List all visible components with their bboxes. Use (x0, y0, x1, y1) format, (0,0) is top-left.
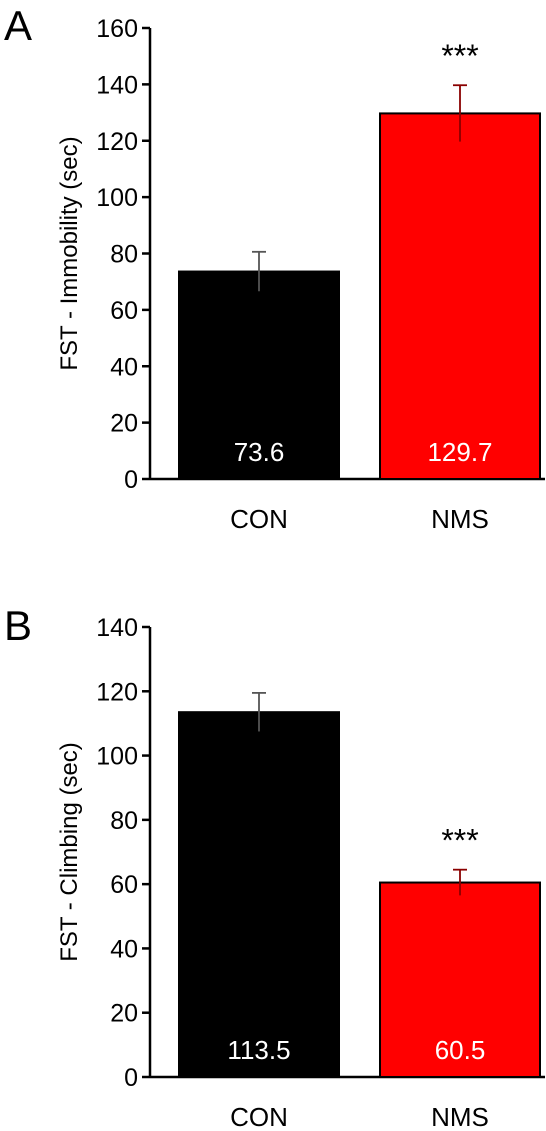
bar-value-label: 73.6 (234, 437, 285, 467)
y-tick-label: 100 (96, 184, 138, 212)
x-category-label: CON (230, 1102, 288, 1131)
panel-label: A (4, 2, 32, 49)
chart-panel-A: A 0 20 40 60 80 100 120 140 160 FST - Immobility (… (4, 2, 545, 534)
chart-panel-B: B 0 20 40 60 80 100 120 140 FST - Climbing (sec) 1… (4, 602, 545, 1131)
y-tick-label: 40 (110, 353, 138, 381)
y-tick-label: 80 (110, 241, 138, 269)
y-tick-label: 120 (96, 128, 138, 156)
bar-NMS (379, 112, 541, 481)
significance-marker: *** (441, 38, 478, 74)
bar-CON (178, 270, 340, 481)
y-tick-label: 20 (110, 1000, 138, 1028)
y-tick-label: 140 (96, 71, 138, 99)
bar-CON (178, 711, 340, 1079)
bar-value-label: 60.5 (435, 1035, 486, 1065)
y-axis-title: FST - Immobility (sec) (56, 136, 83, 370)
y-tick-label: 160 (96, 15, 138, 43)
y-tick-label: 40 (110, 935, 138, 963)
bar-value-label: 113.5 (227, 1035, 290, 1065)
y-tick-label: 20 (110, 410, 138, 438)
y-tick-label: 140 (96, 614, 138, 642)
x-category-label: NMS (431, 504, 489, 534)
y-tick-label: 0 (124, 466, 138, 494)
x-category-label: CON (230, 504, 288, 534)
x-category-label: NMS (431, 1102, 489, 1131)
y-tick-label: 80 (110, 807, 138, 835)
significance-marker: *** (441, 823, 478, 859)
y-tick-label: 60 (110, 871, 138, 899)
bar-NMS (379, 881, 541, 1078)
y-axis-title: FST - Climbing (sec) (56, 742, 83, 962)
y-tick-label: 120 (96, 678, 138, 706)
bar-value-label: 129.7 (427, 437, 492, 467)
y-tick-label: 60 (110, 297, 138, 325)
y-tick-label: 100 (96, 743, 138, 771)
panel-label: B (4, 602, 32, 649)
y-tick-label: 0 (124, 1064, 138, 1092)
